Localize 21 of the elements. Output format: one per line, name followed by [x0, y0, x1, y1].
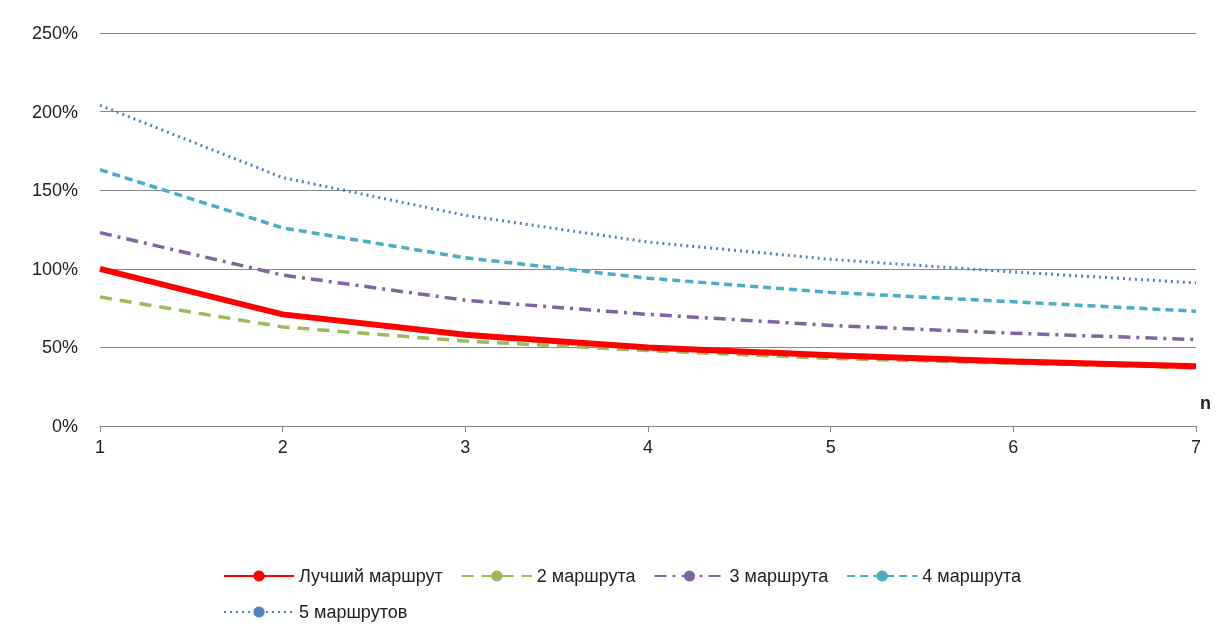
x-tick-label: 6: [1008, 437, 1019, 457]
legend-label: 4 маршрута: [922, 566, 1022, 586]
x-tick-label: 2: [277, 437, 288, 457]
legend-label: 3 маршрута: [729, 566, 830, 586]
x-tick-label: 7: [1190, 437, 1202, 457]
x-tick-label: 3: [460, 437, 471, 457]
y-tick-label: 50%: [41, 337, 78, 358]
x-tick-label: 4: [642, 437, 654, 457]
x-tick-label: 1: [94, 437, 106, 457]
x-axis-title: n: [1200, 393, 1211, 413]
legend-label: 2 маршрута: [536, 566, 637, 586]
line-series: [98, 168, 1198, 313]
y-tick-label: 100%: [31, 258, 78, 279]
y-tick-label: 200%: [31, 101, 78, 122]
legend-label: Лучший маршрут: [299, 566, 443, 586]
legend-label: 5 маршрутов: [299, 602, 408, 622]
x-tick-label: 5: [825, 437, 836, 457]
y-tick-label: 250%: [31, 23, 78, 43]
line-series: [98, 103, 1198, 285]
y-tick-label: 150%: [31, 180, 78, 201]
y-tick-label: 0%: [51, 416, 78, 436]
